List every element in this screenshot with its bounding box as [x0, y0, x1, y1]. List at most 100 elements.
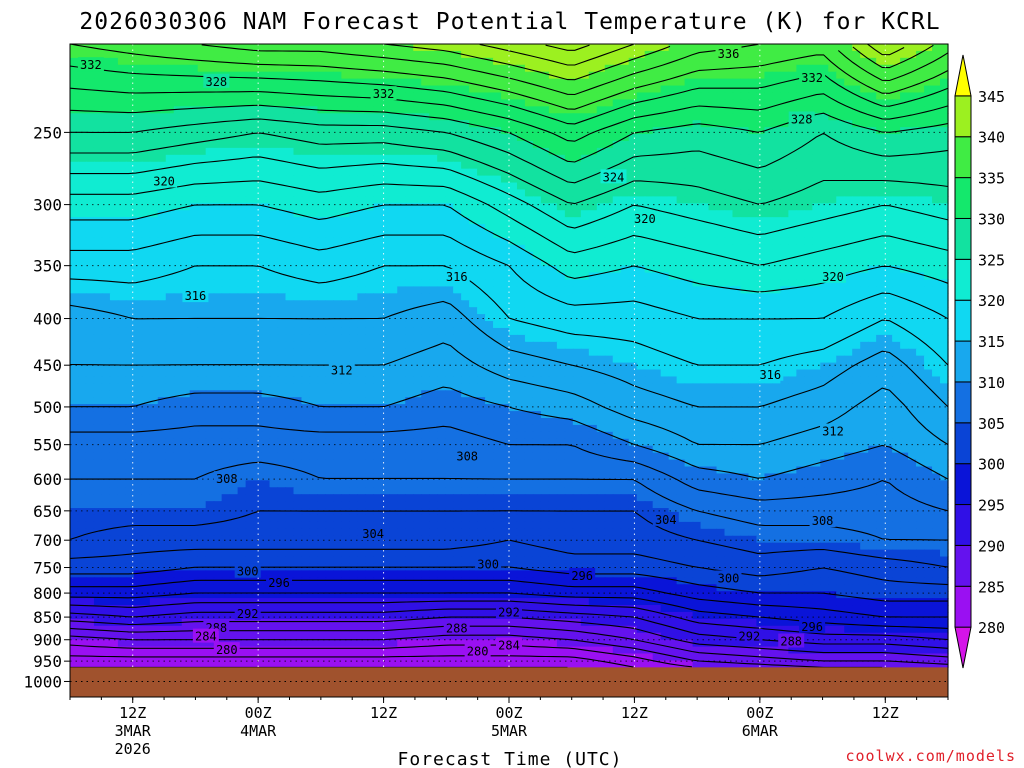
- field-cell: [916, 265, 925, 274]
- field-cell: [924, 244, 933, 253]
- field-cell: [117, 327, 127, 336]
- field-cell: [429, 265, 438, 274]
- field-cell: [716, 127, 726, 135]
- field-cell: [892, 348, 901, 357]
- field-cell: [756, 341, 766, 350]
- field-cell: [269, 50, 279, 59]
- field-cell: [876, 244, 885, 253]
- field-cell: [309, 85, 319, 94]
- field-cell: [405, 120, 414, 128]
- field-cell: [612, 140, 622, 149]
- field-cell: [181, 272, 191, 281]
- field-cell: [293, 334, 303, 343]
- field-cell: [676, 154, 686, 163]
- field-cell: [572, 99, 582, 107]
- field-cell: [652, 244, 662, 253]
- field-cell: [828, 182, 837, 191]
- field-cell: [405, 50, 414, 59]
- field-cell: [429, 307, 438, 315]
- field-cell: [213, 279, 223, 288]
- field-cell: [548, 217, 558, 225]
- field-cell: [437, 314, 446, 322]
- field-cell: [700, 78, 710, 87]
- field-cell: [524, 106, 534, 114]
- field-cell: [149, 85, 159, 94]
- field-cell: [197, 71, 207, 80]
- field-cell: [373, 231, 382, 239]
- field-cell: [756, 251, 766, 260]
- field-cell: [716, 258, 726, 267]
- field-cell: [429, 237, 438, 246]
- field-cell: [133, 237, 143, 246]
- field-cell: [924, 265, 933, 274]
- field-cell: [85, 78, 95, 87]
- field-cell: [804, 161, 813, 170]
- field-cell: [373, 272, 382, 281]
- field-cell: [524, 147, 534, 156]
- field-cell: [93, 106, 103, 114]
- field-cell: [117, 265, 127, 274]
- field-cell: [868, 341, 877, 350]
- field-cell: [485, 64, 494, 73]
- field-cell: [652, 99, 662, 107]
- field-cell: [540, 85, 550, 94]
- field-cell: [413, 182, 422, 191]
- field-cell: [516, 106, 526, 114]
- field-cell: [604, 334, 614, 343]
- field-cell: [884, 64, 893, 73]
- field-cell: [293, 161, 303, 170]
- field-cell: [237, 182, 247, 191]
- field-cell: [365, 293, 374, 301]
- field-cell: [684, 120, 694, 128]
- field-cell: [524, 327, 534, 336]
- field-cell: [596, 217, 606, 225]
- field-cell: [501, 203, 510, 211]
- field-cell: [501, 50, 510, 59]
- field-cell: [341, 106, 350, 114]
- field-cell: [365, 341, 374, 350]
- field-cell: [381, 57, 390, 66]
- field-cell: [381, 265, 390, 274]
- field-cell: [341, 161, 350, 170]
- field-cell: [732, 196, 742, 204]
- field-cell: [77, 355, 87, 364]
- field-cell: [381, 224, 390, 232]
- field-cell: [429, 147, 438, 156]
- field-cell: [117, 85, 127, 94]
- field-cell: [421, 300, 430, 308]
- field-cell: [93, 147, 103, 156]
- field-cell: [844, 78, 853, 87]
- field-cell: [644, 57, 654, 66]
- field-cell: [884, 244, 893, 253]
- field-cell: [85, 168, 95, 177]
- field-cell: [524, 224, 534, 232]
- field-cell: [205, 175, 215, 184]
- field-cell: [844, 85, 853, 94]
- field-cell: [429, 321, 438, 329]
- field-cell: [421, 203, 430, 211]
- field-cell: [636, 140, 646, 149]
- field-cell: [157, 140, 167, 149]
- field-cell: [548, 147, 558, 156]
- field-cell: [692, 154, 702, 163]
- field-cell: [884, 78, 893, 87]
- field-cell: [844, 348, 853, 357]
- field-cell: [924, 321, 933, 329]
- field-cell: [764, 314, 773, 322]
- field-cell: [820, 341, 829, 350]
- field-cell: [812, 314, 821, 322]
- field-cell: [796, 161, 805, 170]
- field-cell: [524, 154, 534, 163]
- field-cell: [197, 224, 207, 232]
- field-cell: [77, 265, 87, 274]
- field-cell: [628, 71, 638, 80]
- field-cell: [469, 182, 478, 191]
- field-cell: [341, 44, 350, 52]
- field-cell: [493, 327, 502, 336]
- field-cell: [85, 279, 95, 288]
- field-cell: [213, 203, 223, 211]
- field-cell: [85, 175, 95, 184]
- field-cell: [373, 78, 382, 87]
- field-cell: [477, 127, 486, 135]
- field-cell: [604, 134, 614, 142]
